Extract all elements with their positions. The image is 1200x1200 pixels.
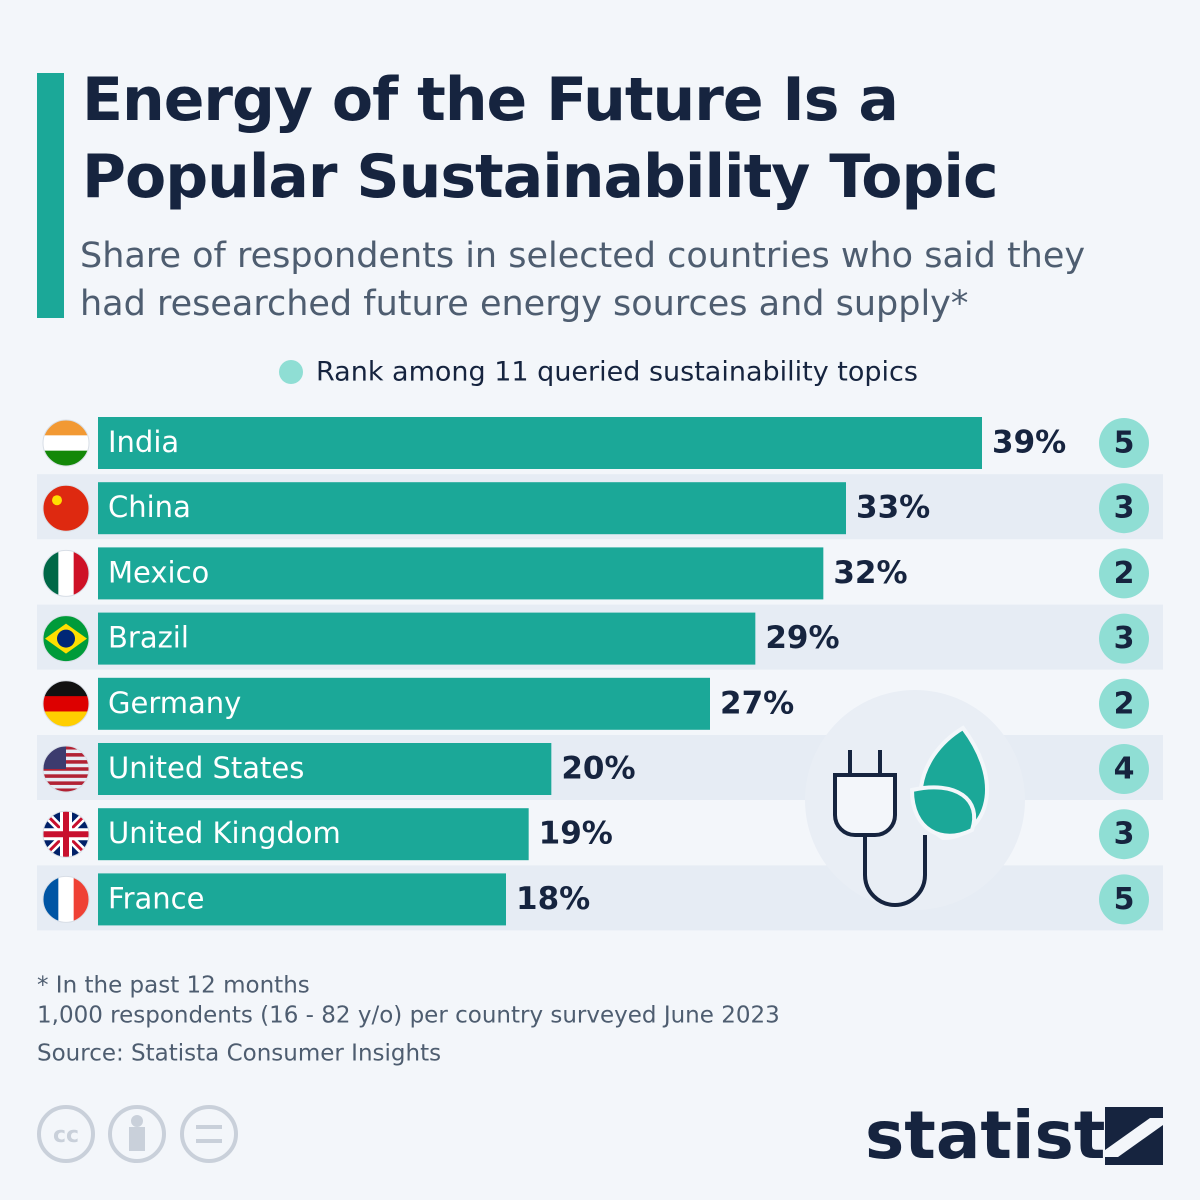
- value-label: 20%: [561, 751, 635, 787]
- rank-badge: [1099, 613, 1149, 664]
- category-label: United States: [108, 751, 304, 785]
- rank-label: 3: [1114, 817, 1135, 852]
- category-label: Germany: [108, 686, 241, 720]
- flag-ring: [42, 810, 90, 858]
- bar: [98, 482, 846, 535]
- flag-stripe: [58, 876, 75, 923]
- rank-label: 3: [1114, 621, 1135, 656]
- flag-stripe: [43, 876, 60, 923]
- bar: [98, 612, 756, 665]
- flag: [43, 876, 89, 923]
- flag-stripe: [43, 711, 89, 727]
- flag-stripe: [43, 550, 60, 597]
- flag-stripe: [43, 680, 89, 698]
- flag-cross: [43, 811, 89, 858]
- chart-subtitle: Share of respondents in selected countri…: [80, 236, 1086, 324]
- rank-badge: [1099, 548, 1149, 599]
- chart-title: Energy of the Future Is a Popular Sustai…: [82, 65, 999, 212]
- flag-ring: [42, 419, 90, 467]
- rank-label: 5: [1114, 882, 1135, 917]
- flag: [43, 615, 89, 662]
- value-label: 33%: [856, 490, 930, 526]
- rank-badge: [1099, 809, 1149, 860]
- flag-stripe: [73, 550, 89, 597]
- energy-icon: [805, 690, 1025, 910]
- footnote: * In the past 12 months: [37, 973, 310, 999]
- rank-badge: [1099, 483, 1149, 534]
- plot: Rank among 11 queried sustainability top…: [37, 357, 1163, 1067]
- flag: [43, 420, 89, 466]
- rank-label: 3: [1114, 491, 1135, 526]
- flag-field: [43, 485, 89, 532]
- bar: [98, 808, 529, 861]
- flag-ring: [42, 549, 90, 597]
- flag: [43, 680, 89, 727]
- license-icons: cc: [37, 1105, 238, 1163]
- flag-ring: [42, 680, 90, 728]
- rank-label: 2: [1114, 686, 1135, 721]
- rank-badge: [1099, 418, 1149, 468]
- category-label: France: [108, 881, 204, 915]
- value-label: 39%: [992, 425, 1066, 461]
- value-label: 19%: [539, 816, 613, 852]
- bar: [98, 873, 506, 926]
- flag-stripe: [43, 774, 89, 778]
- flag: [43, 485, 89, 532]
- legend-label: Rank among 11 queried sustainability top…: [316, 357, 918, 388]
- accent-bar: [37, 73, 64, 318]
- flag-globe: [57, 629, 75, 648]
- flag: [43, 811, 89, 858]
- value-label: 18%: [516, 881, 590, 917]
- rank-label: 2: [1114, 556, 1135, 591]
- value-label: 29%: [765, 620, 839, 656]
- bar: [98, 547, 824, 600]
- source: Source: Statista Consumer Insights: [37, 1041, 441, 1067]
- category-label: India: [108, 425, 179, 459]
- footnote: 1,000 respondents (16 - 82 y/o) per coun…: [37, 1003, 780, 1029]
- flag-stripe: [43, 435, 89, 452]
- rank-badge: [1099, 744, 1149, 794]
- legend-swatch: [279, 360, 303, 384]
- category-label: Mexico: [108, 555, 209, 589]
- flag-stripe: [43, 788, 89, 792]
- bar: [98, 743, 552, 795]
- flag-stripe: [43, 781, 89, 785]
- rank-label: 5: [1114, 426, 1135, 461]
- svg-text:cc: cc: [53, 1123, 79, 1148]
- rank-badge: [1099, 678, 1149, 729]
- flag-star: [52, 495, 62, 506]
- category-label: Brazil: [108, 621, 189, 655]
- flag-ring: [42, 745, 90, 793]
- flag-ring: [42, 875, 90, 923]
- brand-logo: statista: [865, 1097, 1150, 1174]
- flag-stripe: [43, 420, 89, 437]
- category-label: China: [108, 490, 191, 524]
- brand-mark: [1105, 1107, 1163, 1165]
- bar: [98, 417, 982, 469]
- flag: [43, 550, 89, 597]
- rank-badge: [1099, 874, 1149, 925]
- flag-stripe: [43, 696, 89, 713]
- flag-ring: [42, 484, 90, 532]
- flag-stripe: [43, 450, 89, 466]
- bar: [98, 677, 710, 730]
- category-label: United Kingdom: [108, 816, 341, 850]
- flag-ring: [42, 615, 90, 663]
- flag-stripe: [73, 876, 89, 923]
- value-label: 27%: [720, 685, 794, 721]
- value-label: 32%: [833, 555, 907, 591]
- rank-label: 4: [1114, 752, 1135, 787]
- flag-stripe: [58, 550, 75, 597]
